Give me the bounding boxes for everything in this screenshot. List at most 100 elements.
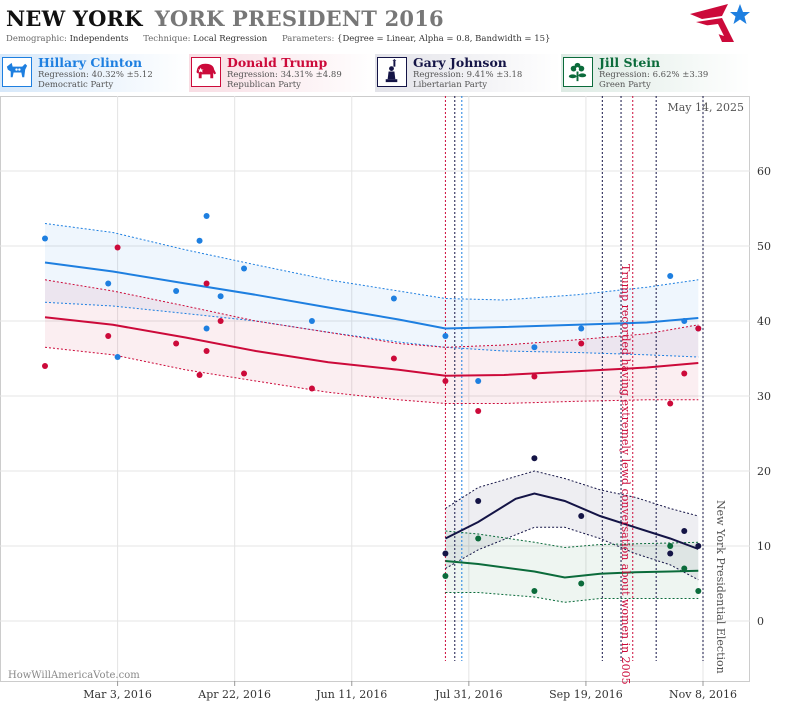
upper-bound-line — [445, 470, 699, 517]
x-tick-label: Nov 8, 2016 — [669, 688, 737, 701]
candidate-party: Libertarian Party — [413, 80, 488, 90]
technique-label: Technique: — [143, 34, 191, 44]
site-logo-icon — [690, 4, 750, 42]
elephant-icon — [191, 57, 221, 87]
poll-point — [308, 318, 315, 324]
chart-header: NEW YORK YORK PRESIDENT 2016 Demographic:… — [0, 0, 789, 48]
x-axis: Mar 3, 2016 Apr 22, 2016 Jun 11, 2016 Jul 3… — [83, 681, 737, 701]
poll-point — [578, 513, 585, 519]
watermark: HowWillAmericaVote.com — [8, 670, 140, 681]
poll-point — [667, 543, 674, 549]
x-tick-label: Apr 22, 2016 — [197, 688, 271, 701]
lower-bound-line — [44, 346, 699, 404]
upper-bound-line — [44, 223, 699, 301]
candidate-name: Jill Stein — [599, 55, 661, 70]
poll-point — [681, 528, 688, 534]
plot-area — [0, 96, 750, 682]
poll-point — [681, 318, 688, 324]
poll-point — [241, 370, 248, 377]
demographic-value: Independents — [69, 34, 129, 44]
x-tick-label: Jun 11, 2016 — [315, 688, 387, 701]
poll-point — [578, 325, 585, 332]
y-tick-label: 10 — [757, 540, 771, 553]
poll-point — [114, 244, 121, 251]
annotation-label: Trump recorded having extremely lewd con… — [619, 264, 632, 685]
parameters-label: Parameters: — [281, 34, 335, 44]
confidence-band — [445, 471, 699, 580]
legend-item-trump: Donald Trump Regression: 34.31% ±4.89 Re… — [189, 54, 375, 92]
poll-point — [681, 565, 688, 572]
candidate-regression: Regression: 40.32% ±5.12 — [38, 70, 153, 80]
trend-line — [44, 316, 699, 377]
poll-point — [475, 535, 482, 542]
poll-point — [695, 543, 702, 549]
poll-point — [475, 408, 482, 414]
y-tick-label: 20 — [757, 465, 771, 478]
poll-point — [42, 363, 48, 369]
trend-lines — [44, 261, 699, 579]
legend-item-johnson: Gary Johnson Regression: 9.41% ±3.18 Lib… — [375, 54, 561, 92]
y-tick-label: 60 — [757, 165, 771, 178]
x-tick-label: Mar 3, 2016 — [83, 688, 152, 701]
poll-point — [667, 550, 674, 557]
poll-point — [475, 498, 482, 504]
poll-point — [442, 573, 449, 579]
candidate-name: Hillary Clinton — [38, 55, 143, 70]
chart-title: NEW YORK YORK PRESIDENT 2016 — [6, 6, 444, 31]
upper-bound-line — [445, 530, 699, 549]
poll-point — [173, 288, 180, 294]
chart-parameters: Demographic: Independents Technique: Loc… — [6, 34, 550, 44]
state-title: NEW YORK — [6, 6, 143, 31]
poll-point — [442, 550, 449, 557]
poll-point — [390, 355, 397, 362]
poll-point — [308, 385, 315, 392]
flower-icon — [563, 57, 593, 87]
poll-point — [531, 588, 538, 594]
poll-point — [578, 580, 585, 587]
lower-bound-line — [44, 301, 699, 358]
poll-point — [105, 333, 112, 339]
poll-point — [390, 295, 397, 302]
poll-point — [667, 400, 674, 407]
poll-point — [667, 273, 674, 279]
poll-chart: Trump recorded having extremely lewd con… — [0, 96, 771, 701]
poll-point — [196, 372, 203, 378]
poll-point — [695, 588, 702, 594]
poll-point — [475, 378, 482, 384]
parameters-value: {Degree = Linear, Alpha = 0.8, Bandwidth… — [337, 34, 551, 44]
poll-point — [203, 325, 210, 332]
confidence-band — [445, 531, 699, 603]
poll-point — [203, 348, 210, 354]
candidate-regression: Regression: 9.41% ±3.18 — [413, 70, 523, 80]
poll-point — [105, 280, 112, 287]
poll-point — [114, 354, 121, 360]
poll-point — [42, 235, 48, 242]
y-tick-label: 50 — [757, 240, 771, 253]
poll-points — [42, 213, 702, 594]
candidate-party: Green Party — [599, 80, 651, 90]
race-title: YORK PRESIDENT 2016 — [154, 6, 444, 31]
candidate-name: Donald Trump — [227, 55, 328, 70]
legend-item-clinton: Hillary Clinton Regression: 40.32% ±5.12… — [0, 54, 189, 92]
trend-line — [444, 492, 699, 550]
candidate-party: Democratic Party — [38, 80, 114, 90]
poll-point — [241, 265, 248, 272]
poll-point — [196, 237, 203, 244]
lower-bound-line — [445, 592, 699, 603]
confidence-bounds — [44, 223, 699, 603]
poll-point — [531, 455, 538, 462]
candidate-party: Republican Party — [227, 80, 301, 90]
demographic-label: Demographic: — [6, 34, 67, 44]
liberty-icon — [377, 57, 407, 87]
trend-line — [445, 560, 699, 579]
date-label: May 14, 2025 — [667, 101, 744, 114]
poll-point — [173, 340, 180, 347]
annotation-label: New York Presidential Election — [714, 500, 727, 674]
x-tick-label: Jul 31, 2016 — [434, 688, 503, 701]
y-tick-label: 30 — [757, 390, 771, 403]
poll-point — [531, 344, 538, 351]
candidate-regression: Regression: 34.31% ±4.89 — [227, 70, 342, 80]
upper-bound-line — [44, 279, 699, 348]
poll-point — [217, 293, 224, 300]
y-axis: 0 10 20 30 40 50 60 — [757, 165, 771, 628]
